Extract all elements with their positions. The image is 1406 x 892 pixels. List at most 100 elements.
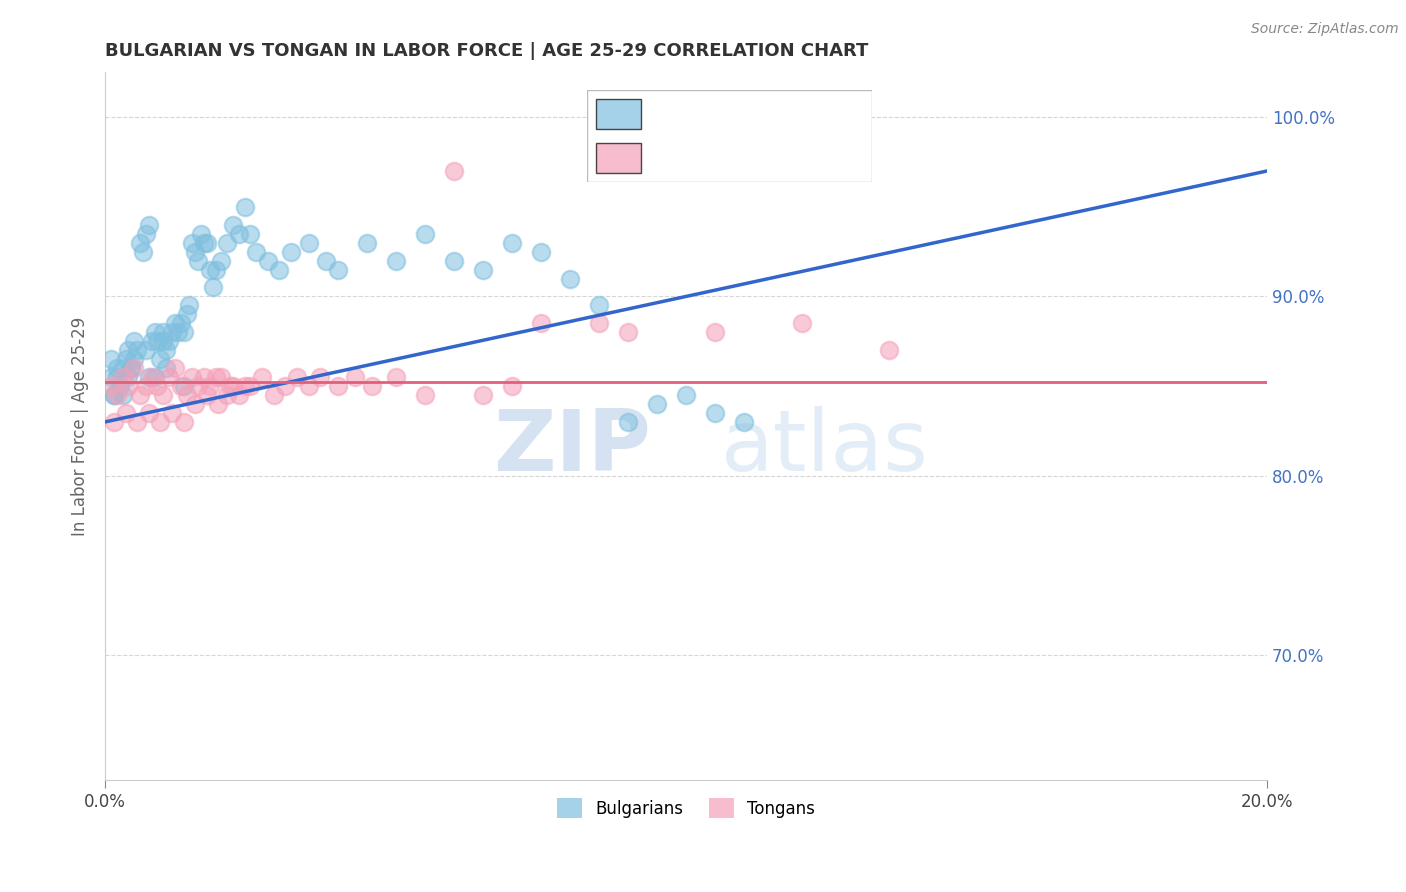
Point — [181, 235, 204, 250]
Point — [443, 253, 465, 268]
Point — [201, 280, 224, 294]
Point — [146, 379, 169, 393]
Point — [530, 244, 553, 259]
Point — [155, 361, 177, 376]
Point — [704, 406, 727, 420]
Point — [132, 244, 155, 259]
Point — [166, 326, 188, 340]
Point — [100, 370, 122, 384]
Point — [152, 388, 174, 402]
Point — [160, 326, 183, 340]
Point — [181, 370, 204, 384]
Legend: Bulgarians, Tongans: Bulgarians, Tongans — [551, 791, 821, 825]
Point — [233, 379, 256, 393]
Point — [198, 262, 221, 277]
Point — [588, 316, 610, 330]
Point — [100, 379, 122, 393]
Point — [127, 415, 149, 429]
Point — [155, 343, 177, 358]
Point — [122, 334, 145, 349]
Point — [135, 343, 157, 358]
Point — [675, 388, 697, 402]
Point — [217, 235, 239, 250]
Point — [193, 370, 215, 384]
Point — [250, 370, 273, 384]
Point — [207, 397, 229, 411]
Point — [108, 379, 131, 393]
Point — [280, 244, 302, 259]
Point — [263, 388, 285, 402]
Point — [228, 227, 250, 241]
Point — [285, 370, 308, 384]
Point — [269, 262, 291, 277]
Point — [187, 379, 209, 393]
Point — [152, 334, 174, 349]
Point — [228, 388, 250, 402]
Point — [138, 218, 160, 232]
Point — [117, 343, 139, 358]
Point — [361, 379, 384, 393]
Point — [384, 253, 406, 268]
Point — [105, 370, 128, 384]
Point — [103, 388, 125, 402]
Point — [141, 334, 163, 349]
Point — [274, 379, 297, 393]
Point — [297, 235, 319, 250]
Point — [138, 370, 160, 384]
Point — [117, 379, 139, 393]
Point — [239, 227, 262, 241]
Point — [138, 406, 160, 420]
Point — [471, 388, 494, 402]
Point — [326, 379, 349, 393]
Point — [122, 352, 145, 367]
Point — [309, 370, 332, 384]
Point — [239, 379, 262, 393]
Point — [184, 244, 207, 259]
Point — [114, 406, 136, 420]
Point — [217, 388, 239, 402]
Point — [471, 262, 494, 277]
Point — [160, 406, 183, 420]
Point — [120, 361, 142, 376]
Point — [195, 235, 218, 250]
Point — [219, 379, 242, 393]
Point — [356, 235, 378, 250]
Point — [588, 298, 610, 312]
Point — [170, 379, 193, 393]
Point — [103, 415, 125, 429]
Point — [198, 379, 221, 393]
Point — [135, 227, 157, 241]
Point — [558, 271, 581, 285]
Point — [173, 379, 195, 393]
Point — [111, 388, 134, 402]
Point — [163, 316, 186, 330]
Point — [413, 388, 436, 402]
Point — [190, 227, 212, 241]
Point — [530, 316, 553, 330]
Point — [111, 361, 134, 376]
Point — [645, 397, 668, 411]
Point — [122, 361, 145, 376]
Point — [157, 370, 180, 384]
Point — [187, 253, 209, 268]
Point — [245, 244, 267, 259]
Point — [326, 262, 349, 277]
Point — [204, 262, 226, 277]
Point — [195, 388, 218, 402]
Point — [413, 227, 436, 241]
Point — [143, 326, 166, 340]
Point — [100, 352, 122, 367]
Text: atlas: atlas — [721, 406, 929, 489]
Point — [879, 343, 901, 358]
Point — [792, 316, 814, 330]
Point — [146, 334, 169, 349]
Point — [193, 235, 215, 250]
Point — [149, 352, 172, 367]
Point — [617, 415, 640, 429]
Point — [173, 326, 195, 340]
Point — [384, 370, 406, 384]
Point — [179, 298, 201, 312]
Point — [152, 326, 174, 340]
Point — [111, 370, 134, 384]
Point — [733, 415, 755, 429]
